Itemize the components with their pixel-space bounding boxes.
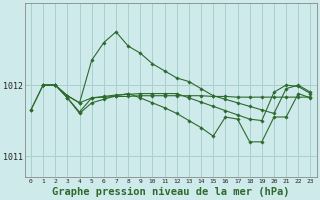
X-axis label: Graphe pression niveau de la mer (hPa): Graphe pression niveau de la mer (hPa) xyxy=(52,186,290,197)
